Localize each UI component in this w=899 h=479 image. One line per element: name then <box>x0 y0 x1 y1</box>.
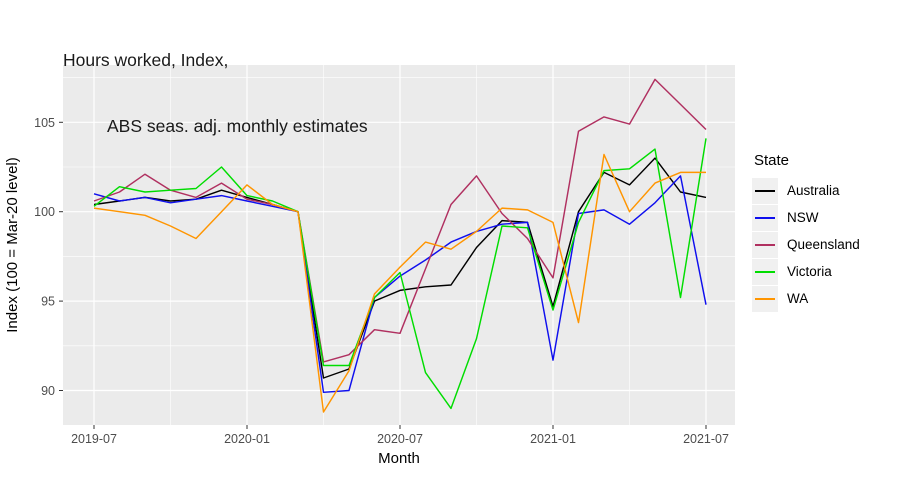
axis-ticks <box>59 121 707 429</box>
grid-major <box>63 65 735 425</box>
series-line-victoria <box>93 138 707 410</box>
series-line-queensland <box>93 78 707 363</box>
y-axis-tick-label: 100 <box>34 205 55 219</box>
chart-title-line2: ABS seas. adj. monthly estimates <box>107 116 368 136</box>
chart-panel <box>63 65 735 425</box>
legend-key-nsw <box>752 204 778 231</box>
legend-label: Australia <box>787 183 840 198</box>
legend-label: WA <box>787 291 809 306</box>
x-axis-tick-label: 2021-07 <box>683 432 729 446</box>
x-axis-tick-label: 2020-07 <box>377 432 423 446</box>
legend: State Australia NSW Queensland Victoria WA <box>752 152 860 312</box>
legend-key-queensland <box>752 231 778 258</box>
chart-title: Hours worked, Index, ABS seas. adj. mont… <box>63 5 368 159</box>
y-axis-title: Index (100 = Mar-20 level) <box>4 157 21 333</box>
legend-title: State <box>754 152 790 169</box>
x-axis-title: Month <box>378 450 420 467</box>
legend-key-wa <box>752 285 778 312</box>
y-axis-tick-label: 95 <box>41 295 55 309</box>
legend-swatch-line <box>755 270 775 273</box>
legend-swatch-line <box>755 216 775 219</box>
y-axis-tick-label: 105 <box>34 116 55 130</box>
grid-minor <box>63 65 735 425</box>
legend-item-australia: Australia <box>752 177 860 204</box>
legend-item-wa: WA <box>752 285 860 312</box>
y-axis-tick-label: 90 <box>41 384 55 398</box>
legend-key-victoria <box>752 258 778 285</box>
x-axis-tick-label: 2021-01 <box>530 432 576 446</box>
legend-item-nsw: NSW <box>752 204 860 231</box>
legend-item-queensland: Queensland <box>752 231 860 258</box>
legend-label: Queensland <box>787 237 860 252</box>
legend-label: Victoria <box>787 264 832 279</box>
series-line-nsw <box>93 175 707 394</box>
legend-label: NSW <box>787 210 819 225</box>
x-axis-tick-label: 2020-01 <box>224 432 270 446</box>
legend-swatch-line <box>755 189 775 192</box>
legend-item-victoria: Victoria <box>752 258 860 285</box>
legend-swatch-line <box>755 297 775 300</box>
chart-title-line1: Hours worked, Index, <box>63 50 229 70</box>
x-axis-tick-label: 2019-07 <box>71 432 117 446</box>
series-line-wa <box>93 153 706 413</box>
legend-key-australia <box>752 177 778 204</box>
legend-swatch-line <box>755 243 775 246</box>
